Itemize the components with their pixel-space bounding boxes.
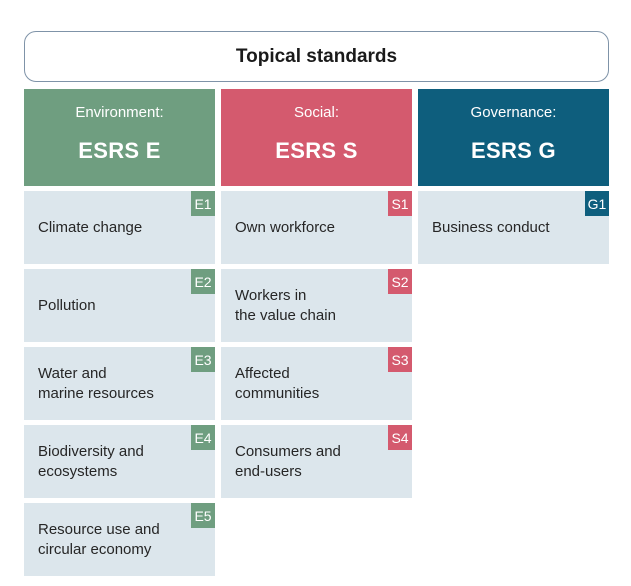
standard-label: Business conduct (432, 218, 550, 236)
standard-code-badge: S2 (388, 269, 412, 294)
environment-subtitle: Environment: (75, 104, 164, 121)
esrs-g-heading: ESRS G (471, 138, 556, 163)
standard-code-badge: E3 (191, 347, 215, 372)
standard-code-badge: E5 (191, 503, 215, 528)
standard-code-badge: E1 (191, 191, 215, 216)
environment-header: Environment: ESRS E (24, 89, 215, 186)
standard-label: Affected communities (235, 364, 320, 402)
standard-card-s2: Workers in the value chain S2 (221, 269, 412, 342)
standard-label: Resource use and circular economy (38, 520, 160, 558)
standard-label: Pollution (38, 296, 96, 314)
standard-label: Workers in the value chain (235, 286, 336, 324)
standard-code-badge: S1 (388, 191, 412, 216)
esrs-s-heading: ESRS S (275, 138, 358, 163)
standard-card-s4: Consumers and end-users S4 (221, 425, 412, 498)
standard-card-s3: Affected communities S3 (221, 347, 412, 420)
standard-code-badge: E2 (191, 269, 215, 294)
standard-card-e4: Biodiversity and ecosystems E4 (24, 425, 215, 498)
topical-standards-title: Topical standards (24, 31, 609, 82)
standard-label: Own workforce (235, 218, 336, 236)
standard-code-badge: S3 (388, 347, 412, 372)
governance-subtitle: Governance: (470, 104, 557, 121)
social-header: Social: ESRS S (221, 89, 412, 186)
standard-code-badge: G1 (585, 191, 609, 216)
standard-card-g1: Business conduct G1 (418, 191, 609, 264)
standard-code-badge: S4 (388, 425, 412, 450)
standard-card-e2: Pollution E2 (24, 269, 215, 342)
standard-card-e1: Climate change E1 (24, 191, 215, 264)
standard-card-s1: Own workforce S1 (221, 191, 412, 264)
standard-card-e3: Water and marine resources E3 (24, 347, 215, 420)
standard-card-e5: Resource use and circular economy E5 (24, 503, 215, 576)
standard-label: Water and marine resources (38, 364, 154, 402)
standard-label: Climate change (38, 218, 143, 236)
governance-header: Governance: ESRS G (418, 89, 609, 186)
standard-code-badge: E4 (191, 425, 215, 450)
social-subtitle: Social: (293, 104, 340, 121)
standard-label: Consumers and end-users (235, 442, 341, 480)
standard-label: Biodiversity and ecosystems (38, 442, 144, 480)
esrs-e-heading: ESRS E (78, 138, 161, 163)
